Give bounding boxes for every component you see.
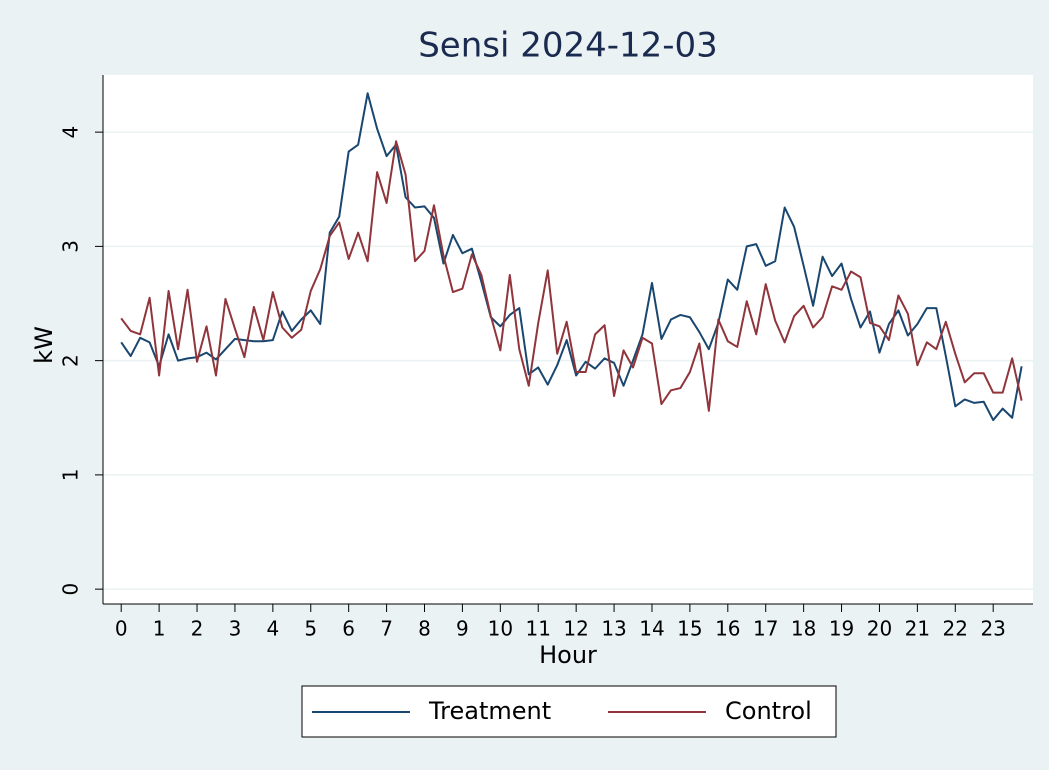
x-tick-label: 15 bbox=[677, 617, 702, 641]
x-tick-label: 0 bbox=[115, 617, 128, 641]
x-axis-label: Hour bbox=[539, 641, 597, 669]
y-tick-label: 3 bbox=[59, 240, 83, 253]
y-tick-label: 2 bbox=[59, 354, 83, 367]
x-tick-label: 4 bbox=[266, 617, 279, 641]
y-tick-label: 1 bbox=[59, 469, 83, 482]
x-tick-label: 2 bbox=[191, 617, 204, 641]
x-tick-label: 23 bbox=[980, 617, 1005, 641]
x-tick-label: 13 bbox=[601, 617, 626, 641]
x-tick-label: 10 bbox=[488, 617, 513, 641]
series-line bbox=[120, 140, 1023, 412]
x-tick-label: 7 bbox=[380, 617, 393, 641]
x-tick-label: 1 bbox=[153, 617, 166, 641]
series-line bbox=[120, 92, 1023, 422]
x-tick-label: 19 bbox=[829, 617, 854, 641]
x-tick-label: 8 bbox=[418, 617, 431, 641]
x-tick-label: 3 bbox=[229, 617, 242, 641]
plot-area bbox=[103, 75, 1033, 604]
y-axis-label: kW bbox=[30, 326, 58, 364]
y-tick-label: 4 bbox=[59, 126, 83, 139]
x-tick-label: 5 bbox=[304, 617, 317, 641]
x-tick-label: 12 bbox=[563, 617, 588, 641]
x-tick-label: 18 bbox=[791, 617, 816, 641]
x-tick-label: 14 bbox=[639, 617, 664, 641]
chart-title: Sensi 2024-12-03 bbox=[418, 26, 718, 66]
x-tick-label: 22 bbox=[943, 617, 968, 641]
x-tick-label: 9 bbox=[456, 617, 469, 641]
legend-label: Control bbox=[725, 697, 812, 725]
x-tick-label: 20 bbox=[867, 617, 892, 641]
x-tick-label: 16 bbox=[715, 617, 740, 641]
x-tick-label: 6 bbox=[342, 617, 355, 641]
y-tick-label: 0 bbox=[59, 583, 83, 596]
x-tick-label: 11 bbox=[526, 617, 551, 641]
legend-label: Treatment bbox=[428, 697, 551, 725]
x-tick-label: 17 bbox=[753, 617, 778, 641]
x-tick-label: 21 bbox=[905, 617, 930, 641]
